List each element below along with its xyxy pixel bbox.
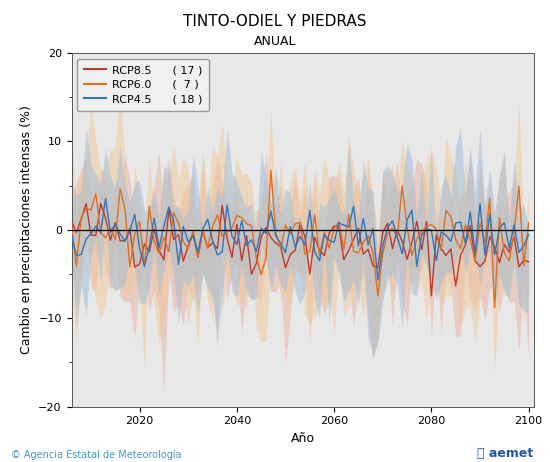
- Text: ANUAL: ANUAL: [254, 35, 296, 48]
- X-axis label: Año: Año: [290, 432, 315, 445]
- Text: © Agencia Estatal de Meteorología: © Agencia Estatal de Meteorología: [11, 449, 182, 460]
- Text: Ⓜ aemet: Ⓜ aemet: [477, 447, 534, 460]
- Text: TINTO-ODIEL Y PIEDRAS: TINTO-ODIEL Y PIEDRAS: [183, 14, 367, 29]
- Legend: RCP8.5      ( 17 ), RCP6.0      (  7 ), RCP4.5      ( 18 ): RCP8.5 ( 17 ), RCP6.0 ( 7 ), RCP4.5 ( 18…: [77, 59, 208, 111]
- Y-axis label: Cambio en precipitaciones intensas (%): Cambio en precipitaciones intensas (%): [20, 105, 32, 354]
